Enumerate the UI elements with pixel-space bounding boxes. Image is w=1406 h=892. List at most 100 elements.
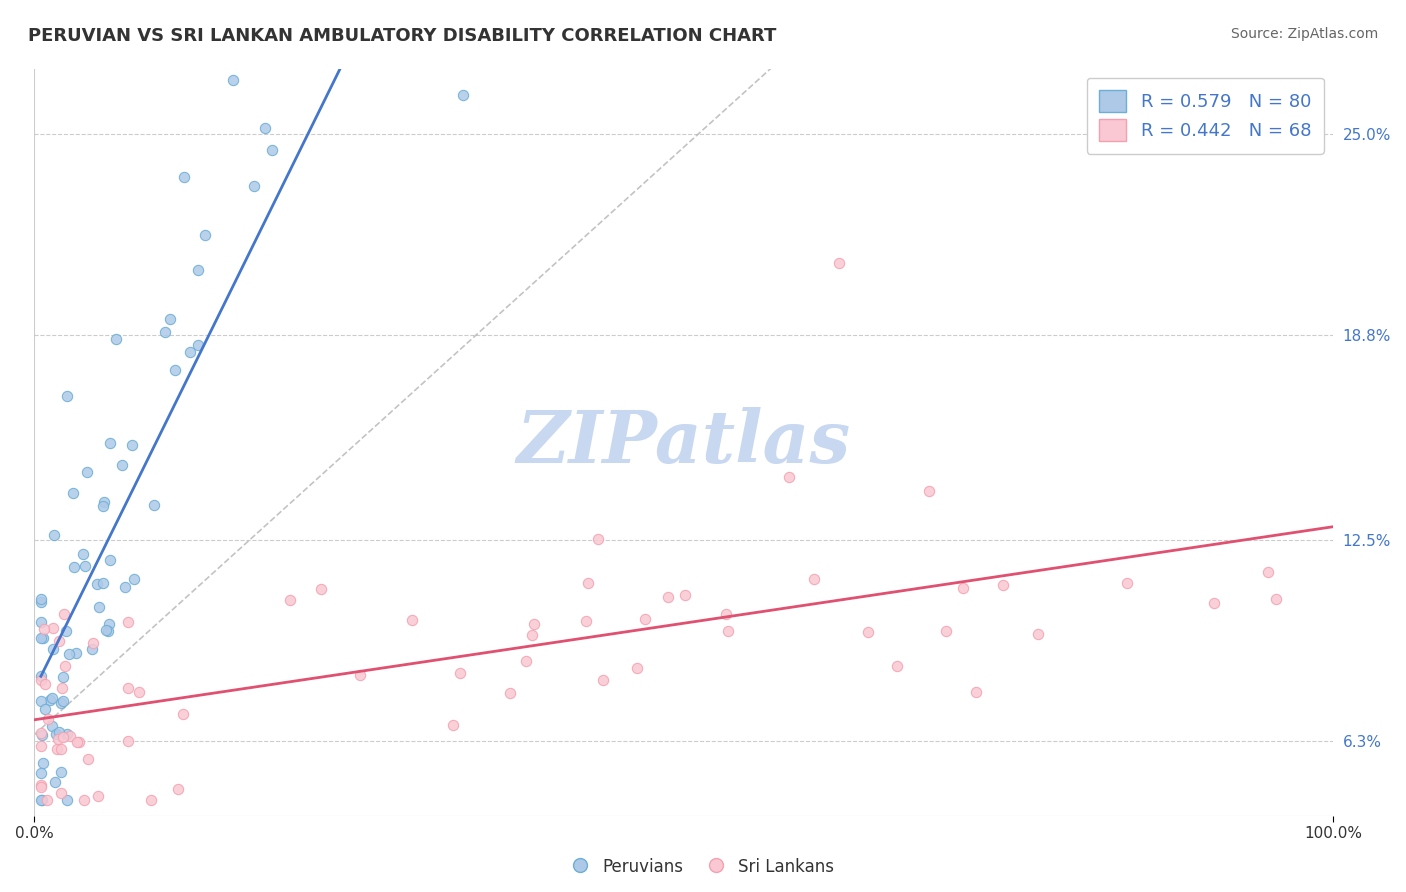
- Point: [30, 673, 52, 687]
- Point: [30, 592, 52, 607]
- Point: [278, 593, 301, 607]
- Point: [456, 29, 478, 43]
- Point: [56, 389, 79, 403]
- Point: [173, 169, 195, 184]
- Point: [86, 577, 108, 591]
- Point: [143, 498, 166, 512]
- Point: [66, 735, 89, 749]
- Point: [278, 29, 301, 43]
- Point: [73, 792, 96, 806]
- Point: [58, 647, 80, 661]
- Point: [1257, 565, 1279, 579]
- Point: [41, 690, 63, 705]
- Point: [803, 573, 825, 587]
- Point: [673, 588, 696, 602]
- Point: [30, 739, 52, 753]
- Point: [32, 632, 55, 646]
- Point: [262, 144, 284, 158]
- Point: [75, 559, 97, 574]
- Point: [30, 726, 52, 740]
- Point: [398, 29, 420, 43]
- Point: [498, 686, 520, 700]
- Point: [952, 582, 974, 596]
- Point: [34, 677, 56, 691]
- Point: [114, 580, 136, 594]
- Point: [1115, 575, 1137, 590]
- Point: [56, 792, 79, 806]
- Point: [91, 576, 114, 591]
- Text: Source: ZipAtlas.com: Source: ZipAtlas.com: [1230, 27, 1378, 41]
- Point: [520, 628, 543, 642]
- Point: [243, 179, 266, 194]
- Point: [32, 622, 55, 636]
- Point: [285, 29, 308, 43]
- Point: [993, 577, 1015, 591]
- Point: [30, 615, 52, 629]
- Point: [886, 658, 908, 673]
- Point: [41, 719, 63, 733]
- Point: [98, 552, 121, 566]
- Point: [35, 792, 58, 806]
- Point: [45, 726, 67, 740]
- Legend: R = 0.579   N = 80, R = 0.442   N = 68: R = 0.579 N = 80, R = 0.442 N = 68: [1087, 78, 1324, 154]
- Point: [42, 621, 65, 635]
- Point: [315, 29, 337, 43]
- Point: [94, 624, 117, 638]
- Point: [165, 363, 187, 377]
- Point: [319, 29, 342, 43]
- Point: [39, 693, 62, 707]
- Point: [187, 263, 209, 277]
- Point: [935, 624, 957, 638]
- Point: [717, 624, 740, 639]
- Point: [55, 624, 77, 639]
- Point: [515, 654, 537, 668]
- Point: [626, 660, 648, 674]
- Point: [30, 694, 52, 708]
- Point: [65, 647, 87, 661]
- Point: [1265, 592, 1288, 607]
- Point: [67, 734, 90, 748]
- Point: [153, 325, 176, 339]
- Point: [46, 731, 69, 746]
- Point: [401, 613, 423, 627]
- Point: [30, 765, 52, 780]
- Point: [48, 724, 70, 739]
- Point: [87, 789, 110, 804]
- Point: [299, 29, 322, 43]
- Point: [30, 792, 52, 806]
- Point: [62, 486, 84, 500]
- Point: [586, 532, 609, 546]
- Point: [49, 765, 72, 780]
- Point: [30, 778, 52, 792]
- Point: [82, 641, 104, 656]
- Point: [34, 702, 56, 716]
- Point: [30, 780, 52, 795]
- Point: [117, 615, 139, 629]
- Text: PERUVIAN VS SRI LANKAN AMBULATORY DISABILITY CORRELATION CHART: PERUVIAN VS SRI LANKAN AMBULATORY DISABI…: [28, 27, 776, 45]
- Point: [52, 670, 75, 684]
- Point: [141, 792, 163, 806]
- Point: [1202, 596, 1225, 610]
- Point: [30, 631, 52, 645]
- Point: [97, 624, 120, 638]
- Point: [309, 582, 332, 597]
- Point: [576, 576, 599, 591]
- Point: [55, 727, 77, 741]
- Point: [72, 547, 94, 561]
- Point: [31, 728, 53, 742]
- Point: [98, 617, 121, 632]
- Point: [53, 607, 76, 621]
- Point: [87, 600, 110, 615]
- Text: ZIPatlas: ZIPatlas: [516, 407, 851, 478]
- Point: [172, 707, 194, 722]
- Point: [111, 458, 134, 472]
- Point: [37, 712, 59, 726]
- Point: [436, 29, 458, 43]
- Point: [253, 121, 276, 136]
- Point: [52, 730, 75, 744]
- Point: [93, 495, 115, 509]
- Point: [187, 338, 209, 352]
- Point: [51, 786, 73, 800]
- Point: [122, 573, 145, 587]
- Point: [30, 669, 52, 683]
